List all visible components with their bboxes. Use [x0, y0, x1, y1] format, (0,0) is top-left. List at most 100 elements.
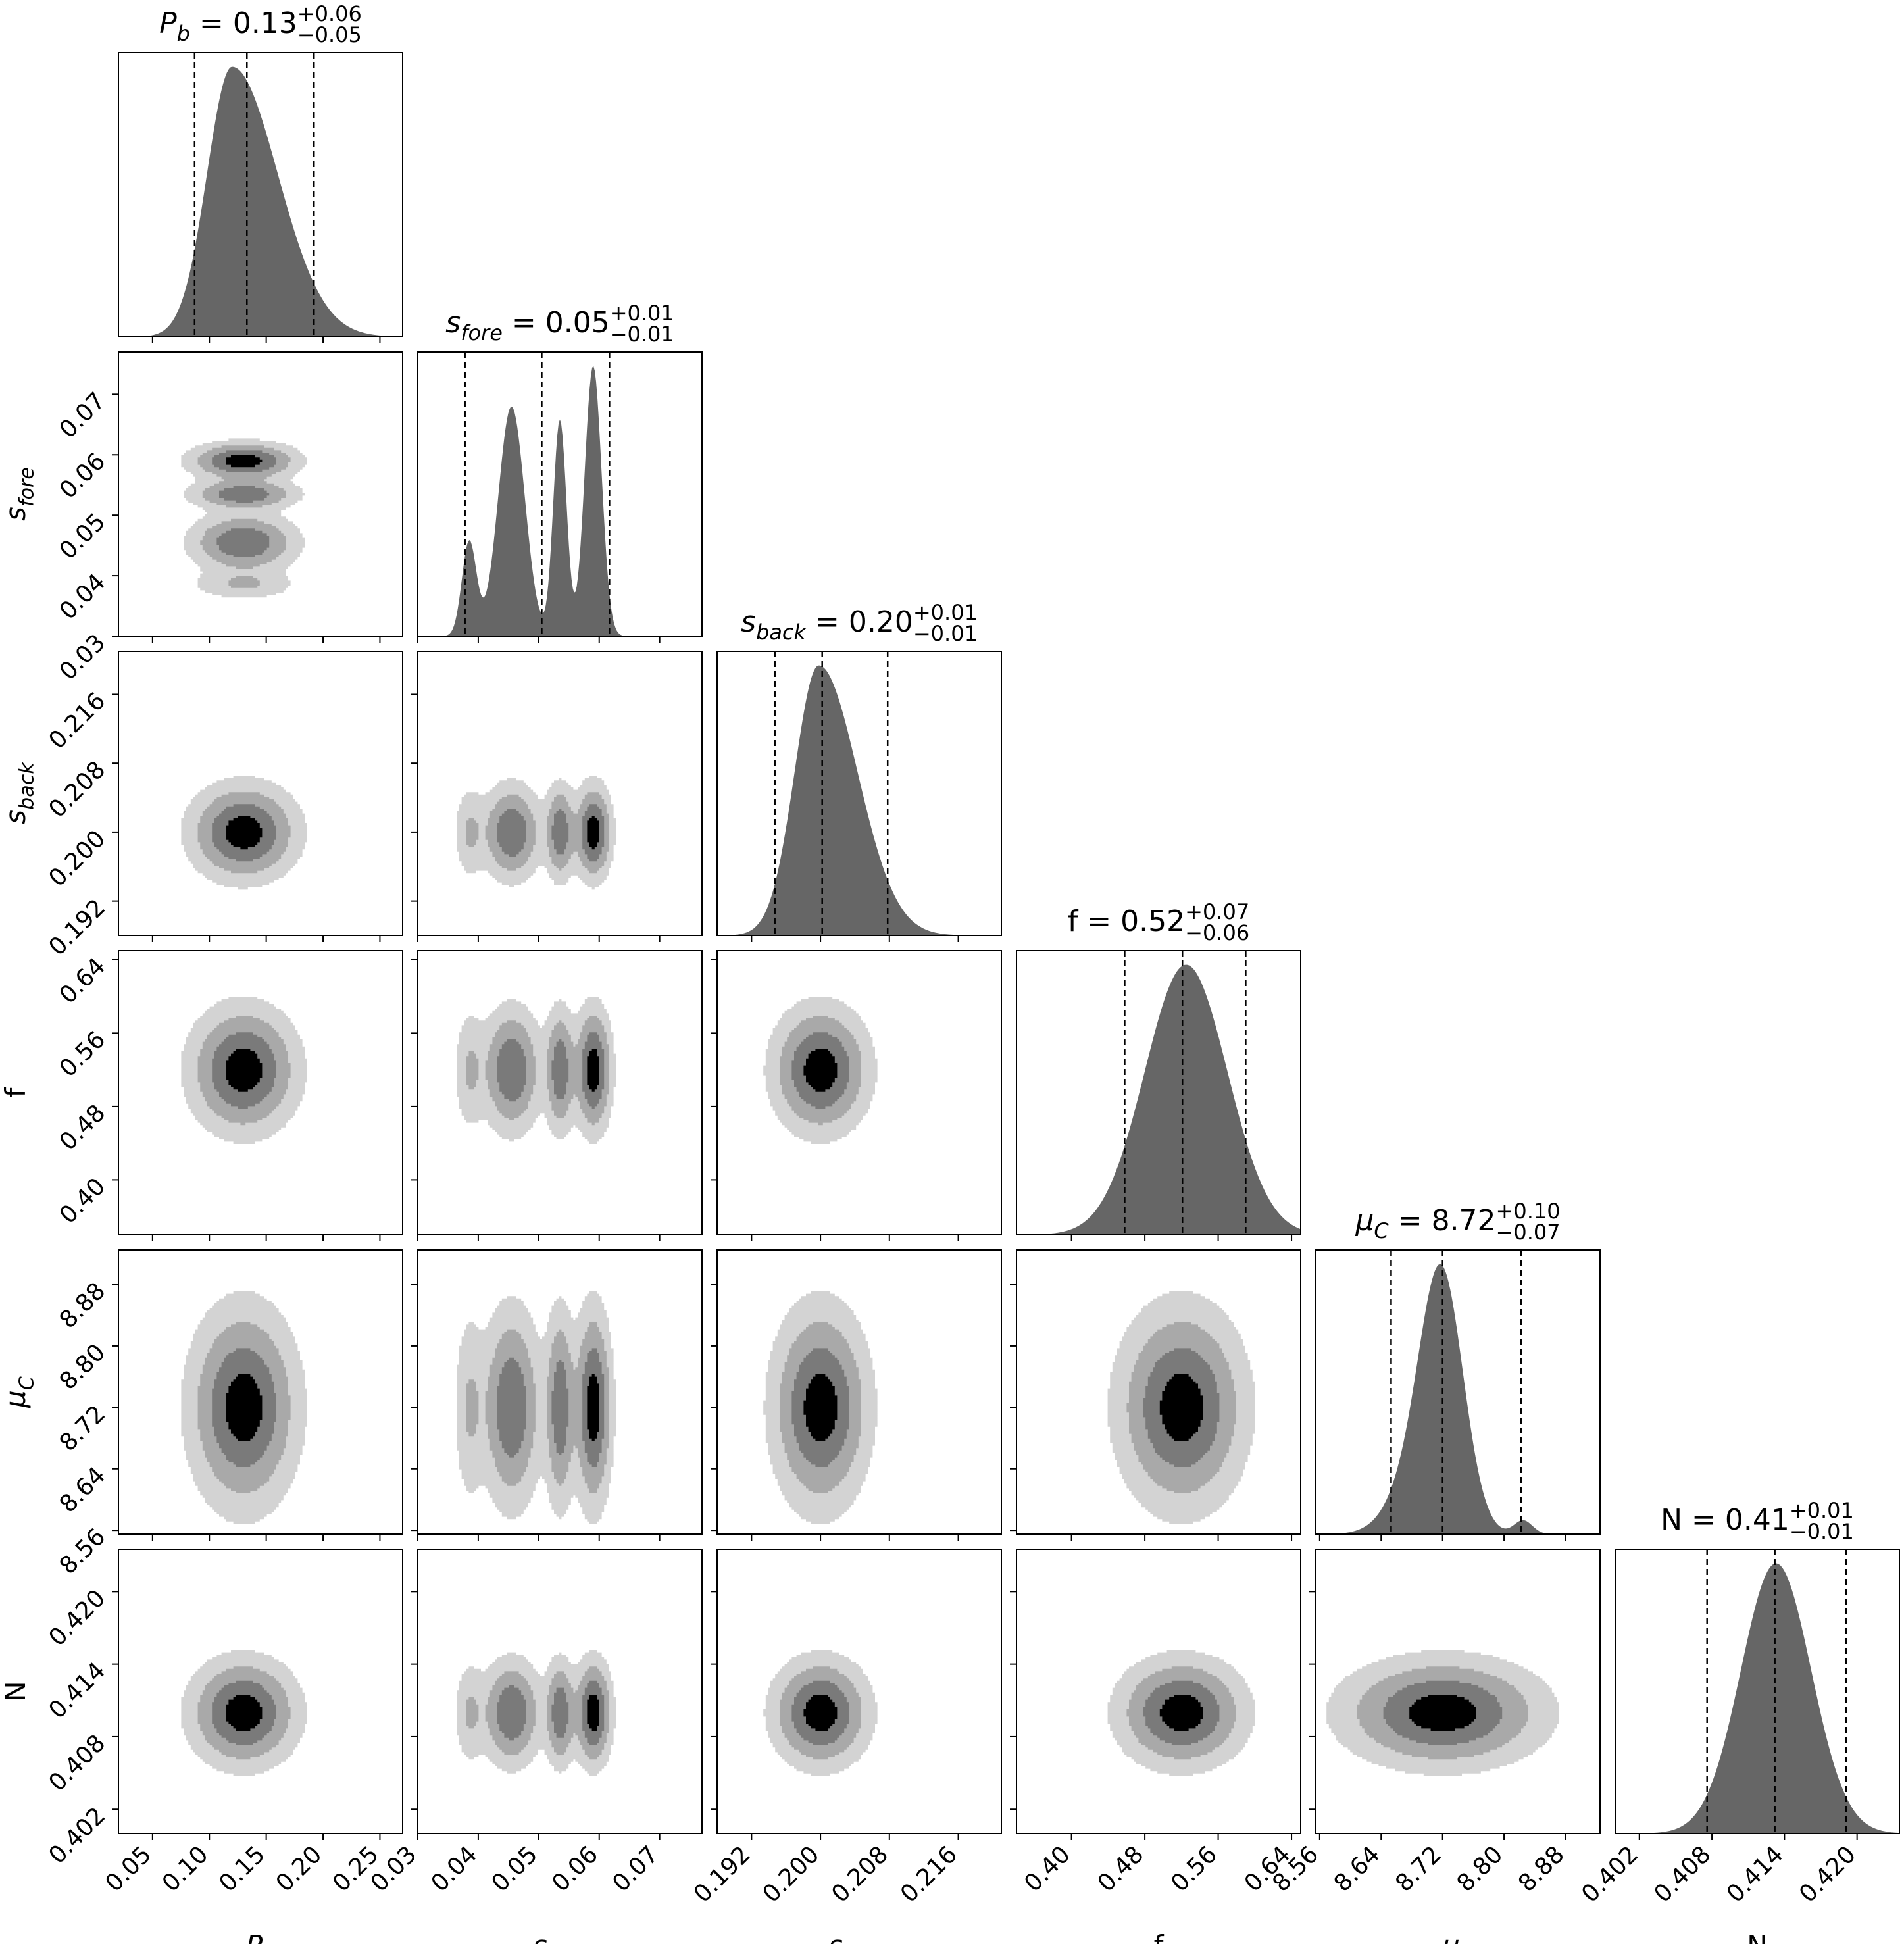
y-tick-label-sfore: 0.03	[55, 629, 111, 685]
panel-frame	[1016, 950, 1301, 1235]
y-tick-label-muC: 8.72	[55, 1401, 111, 1457]
y-tick-label-sfore: 0.05	[55, 509, 111, 565]
contour-sback-sfore-level-3	[587, 816, 599, 850]
contour-sback-sfore-level-2	[497, 804, 605, 862]
panel-frame	[417, 351, 703, 637]
panel-frame	[1615, 1549, 1900, 1834]
contour-f-sfore-level-1	[466, 1016, 609, 1126]
x-tick-label-sfore: 0.07	[607, 1841, 664, 1897]
contour-N-sfore-level-1	[466, 1666, 609, 1760]
x-tick-label-muC: 8.88	[1513, 1841, 1570, 1897]
y-tick-label-muC: 8.88	[55, 1278, 111, 1334]
panel-N-f: 0.40 0.48 0.56 0.64	[1010, 1549, 1301, 1897]
panel-muC-muC: μC = 8.72+0.10−0.07	[1315, 1199, 1601, 1541]
panel-frame	[118, 950, 403, 1235]
x-axis-label-f: f	[1154, 1930, 1165, 1944]
title-minus-Pb: −0.05	[297, 22, 362, 47]
x-tick-label-sfore: 0.03	[366, 1841, 422, 1897]
panel-frame	[118, 52, 403, 337]
contour-muC-sfore-level-3	[587, 1374, 599, 1441]
title-minus-sfore: −0.01	[610, 322, 674, 347]
panel-sfore-Pb: 0.030.040.050.060.07	[55, 351, 403, 685]
x-tick-label-N: 0.402	[1576, 1841, 1643, 1908]
x-tick-label-sback: 0.208	[826, 1841, 893, 1908]
panel-N-N: N = 0.41+0.01−0.01 0.402 0.408 0.414 0.420	[1576, 1498, 1900, 1908]
contour-f-sback-level-3	[803, 1049, 838, 1092]
y-tick-label-sfore: 0.07	[55, 387, 111, 444]
x-tick-label-sback: 0.216	[895, 1841, 963, 1908]
y-tick-label-sback: 0.200	[43, 825, 111, 892]
panel-frame	[716, 1549, 1002, 1834]
panel-muC-sfore	[411, 1249, 703, 1541]
y-tick-label-sfore: 0.04	[55, 568, 111, 625]
panel-frame	[118, 1549, 403, 1834]
contour-muC-sfore-level-1	[466, 1322, 609, 1493]
y-tick-label-muC: 8.80	[55, 1339, 111, 1395]
contour-sback-sfore-level-1	[466, 792, 609, 874]
contour-muC-Pb-level-3	[226, 1374, 263, 1441]
panel-frame	[118, 1249, 403, 1535]
histogram-f	[1016, 964, 1301, 1235]
panel-frame	[118, 651, 403, 936]
title-muC: μC = 8.72+0.10	[1355, 1199, 1560, 1243]
x-axis-label-N: N	[1747, 1930, 1767, 1944]
contour-f-sfore-level-2	[497, 1032, 605, 1109]
x-tick-label-Pb: 0.10	[157, 1841, 214, 1897]
panel-sback-sback: sback = 0.20+0.01−0.01	[716, 600, 1002, 942]
y-tick-label-sback: 0.216	[43, 687, 111, 755]
y-tick-label-N: 0.420	[43, 1585, 111, 1652]
x-tick-label-N: 0.414	[1722, 1841, 1789, 1908]
y-axis-label-sback: sback	[0, 762, 39, 824]
panel-muC-Pb: 8.56 8.648.72 8.808.88	[55, 1249, 403, 1580]
panel-Pb-Pb: Pb = 0.13+0.06−0.05	[118, 1, 403, 343]
title-minus-sback: −0.01	[913, 621, 978, 646]
panel-muC-f	[1010, 1249, 1301, 1541]
contour-sfore-Pb-level-3	[226, 455, 263, 468]
panel-frame	[1016, 1249, 1301, 1535]
x-tick-label-Pb: 0.15	[214, 1841, 270, 1897]
title-sback: sback = 0.20+0.01	[741, 600, 978, 645]
panel-frame	[1315, 1549, 1601, 1834]
histogram-N	[1615, 1563, 1899, 1833]
title-N: N = 0.41+0.01	[1661, 1498, 1854, 1537]
contour-N-Pb-level-3	[226, 1695, 263, 1731]
contour-f-Pb-level-3	[226, 1049, 263, 1092]
panel-frame	[716, 950, 1002, 1235]
panel-f-f: f = 0.52+0.07−0.06	[1016, 899, 1301, 1241]
y-axis-label-muC: μC	[0, 1376, 39, 1408]
y-axis-label-f: f	[0, 1087, 32, 1097]
x-tick-label-sback: 0.192	[689, 1841, 756, 1908]
x-axis-label-sback: sback	[828, 1930, 891, 1944]
x-tick-label-f: 0.40	[1019, 1841, 1076, 1897]
panel-sfore-sfore: sfore = 0.05+0.01−0.01	[417, 301, 703, 643]
x-tick-label-Pb: 0.05	[101, 1841, 157, 1897]
title-sfore: sfore = 0.05+0.01	[445, 301, 674, 345]
y-tick-label-f: 0.56	[55, 1026, 111, 1083]
panel-frame	[417, 651, 703, 936]
panel-N-sfore: 0.03 0.04 0.05 0.06 0.07	[366, 1549, 703, 1897]
panel-frame	[716, 651, 1002, 936]
x-tick-label-sfore: 0.05	[487, 1841, 543, 1897]
y-tick-label-N: 0.408	[43, 1730, 111, 1797]
y-tick-label-N: 0.414	[43, 1657, 111, 1724]
contour-sback-Pb-level-3	[226, 816, 263, 850]
x-tick-label-Pb: 0.20	[271, 1841, 328, 1897]
contour-N-muC-level-3	[1409, 1695, 1476, 1731]
contour-muC-sback-level-3	[803, 1374, 838, 1441]
contour-N-sfore-level-2	[497, 1680, 605, 1745]
contour-N-sback-level-3	[803, 1695, 838, 1731]
title-f: f = 0.52+0.07	[1068, 899, 1249, 938]
histogram-sfore	[418, 366, 702, 636]
x-tick-label-f: 0.48	[1093, 1841, 1149, 1897]
y-tick-label-f: 0.40	[55, 1173, 111, 1230]
contour-muC-f-level-3	[1159, 1374, 1203, 1441]
x-tick-label-f: 0.56	[1166, 1841, 1222, 1897]
contour-f-sfore-level-3	[587, 1049, 599, 1092]
title-minus-N: −0.01	[1790, 1519, 1854, 1544]
panel-frame	[1016, 1549, 1301, 1834]
x-tick-label-sfore: 0.04	[426, 1841, 483, 1897]
contour-sfore-Pb-level-2	[212, 450, 276, 557]
